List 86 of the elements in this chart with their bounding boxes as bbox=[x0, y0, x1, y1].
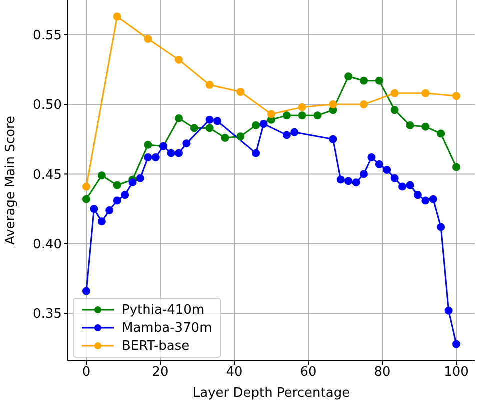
point bbox=[252, 149, 260, 158]
y-tick-label: 0.50 bbox=[33, 98, 62, 114]
point bbox=[82, 287, 90, 296]
x-tick-label: 0 bbox=[82, 365, 91, 380]
x-tick-label: 20 bbox=[152, 365, 169, 380]
point bbox=[352, 178, 360, 187]
point bbox=[437, 223, 446, 232]
legend-label: BERT-base bbox=[122, 338, 190, 354]
point bbox=[144, 35, 152, 44]
x-axis-title: Layer Depth Percentage bbox=[192, 386, 350, 401]
point bbox=[236, 132, 245, 141]
point bbox=[113, 196, 122, 205]
point bbox=[329, 100, 338, 109]
point bbox=[167, 149, 176, 158]
point bbox=[206, 81, 214, 90]
point bbox=[398, 182, 407, 191]
point bbox=[236, 88, 245, 96]
point bbox=[360, 76, 368, 85]
point bbox=[136, 174, 144, 182]
point bbox=[82, 182, 90, 191]
point bbox=[206, 124, 214, 132]
point bbox=[98, 218, 106, 226]
y-axis-title: Average Main Score bbox=[4, 116, 19, 246]
point bbox=[375, 160, 384, 168]
point bbox=[282, 112, 291, 120]
point bbox=[406, 181, 414, 190]
y-tick-label: 0.40 bbox=[33, 238, 62, 253]
point bbox=[152, 154, 160, 162]
point bbox=[106, 206, 114, 214]
point bbox=[182, 140, 191, 148]
point bbox=[206, 116, 214, 124]
x-tick-label: 100 bbox=[444, 365, 469, 380]
point bbox=[260, 120, 268, 128]
point bbox=[298, 103, 306, 112]
point bbox=[360, 170, 368, 178]
point bbox=[113, 181, 122, 190]
legend-label: Mamba-370m bbox=[122, 320, 212, 336]
point bbox=[344, 177, 353, 186]
point bbox=[429, 195, 438, 204]
point bbox=[314, 112, 322, 120]
point bbox=[368, 154, 376, 162]
point bbox=[282, 131, 291, 140]
point bbox=[422, 89, 430, 98]
x-tick-label: 40 bbox=[226, 365, 243, 380]
point bbox=[390, 89, 399, 98]
point bbox=[214, 117, 222, 126]
point bbox=[175, 56, 183, 64]
point bbox=[383, 166, 392, 174]
point bbox=[452, 340, 460, 348]
point bbox=[144, 140, 152, 149]
legend-label: Pythia-410m bbox=[122, 302, 205, 318]
y-tick-label: 0.35 bbox=[33, 307, 62, 322]
point bbox=[390, 174, 399, 182]
point bbox=[406, 121, 414, 130]
point bbox=[422, 196, 430, 205]
point bbox=[90, 205, 98, 214]
point bbox=[221, 134, 230, 142]
x-tick-label: 80 bbox=[374, 365, 391, 380]
point bbox=[298, 112, 306, 120]
point bbox=[290, 128, 299, 136]
point bbox=[344, 72, 353, 81]
point bbox=[252, 121, 260, 130]
point bbox=[175, 149, 183, 158]
point bbox=[414, 191, 422, 200]
point bbox=[121, 191, 130, 200]
point bbox=[98, 172, 106, 180]
point bbox=[360, 100, 368, 109]
x-tick-label: 60 bbox=[300, 365, 317, 380]
point bbox=[268, 110, 276, 118]
point bbox=[437, 130, 446, 138]
point bbox=[190, 124, 198, 132]
point bbox=[452, 92, 460, 100]
point bbox=[128, 178, 137, 187]
point bbox=[422, 122, 430, 131]
point bbox=[390, 106, 399, 114]
y-tick-label: 0.55 bbox=[33, 28, 62, 44]
point bbox=[452, 163, 460, 172]
point bbox=[113, 12, 122, 21]
point bbox=[175, 114, 183, 122]
point bbox=[375, 76, 384, 85]
point bbox=[336, 176, 345, 184]
point bbox=[329, 135, 338, 144]
point bbox=[144, 154, 152, 162]
point bbox=[82, 195, 90, 204]
point bbox=[444, 306, 453, 315]
y-tick-label: 0.45 bbox=[33, 168, 62, 183]
